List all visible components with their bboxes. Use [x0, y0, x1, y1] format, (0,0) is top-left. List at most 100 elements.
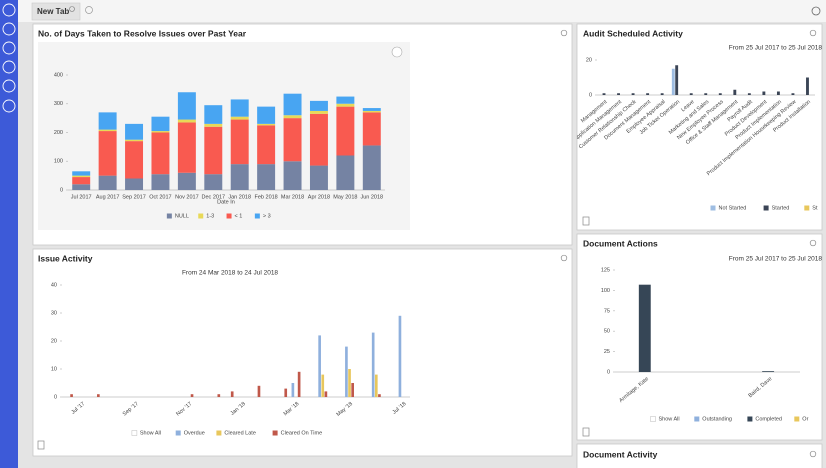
y-tick-label: 40: [51, 282, 57, 288]
settings-icon[interactable]: [809, 450, 817, 458]
panel-title: No. of Days Taken to Resolve Issues over…: [38, 28, 247, 38]
tab-bar: [18, 0, 826, 22]
x-axis-label: Date In: [217, 199, 235, 205]
nav-icon[interactable]: [2, 3, 16, 17]
bar-segment: [257, 164, 276, 190]
y-tick-label: 100: [601, 288, 610, 294]
legend-label: Not Started: [719, 205, 747, 211]
legend-label: Show All: [659, 416, 680, 422]
bar: [718, 93, 722, 95]
legend-swatch: [131, 430, 138, 436]
bar-segment: [98, 175, 117, 190]
bar: [638, 284, 651, 372]
bar: [602, 93, 606, 95]
y-tick-label: 10: [51, 366, 57, 372]
export-icon[interactable]: [37, 440, 45, 450]
user-icon[interactable]: [811, 6, 821, 16]
y-tick-label: 200: [54, 130, 63, 136]
zoom-button[interactable]: [391, 46, 403, 58]
bar-segment: [177, 172, 196, 190]
legend-label: NULL: [175, 213, 189, 219]
bar-segment: [230, 116, 249, 120]
bar: [324, 391, 328, 397]
bar-segment: [98, 129, 117, 132]
panel: [576, 233, 823, 441]
panel: [576, 443, 823, 468]
legend-label: Started: [772, 205, 790, 211]
chart-subtitle: From 25 Jul 2017 to 25 Jul 2018: [729, 45, 823, 52]
bar: [631, 93, 635, 95]
tab-close[interactable]: [69, 6, 75, 12]
bar: [791, 93, 795, 95]
tab[interactable]: [31, 2, 81, 21]
export-icon[interactable]: [582, 216, 590, 226]
bar: [217, 394, 221, 397]
y-tick-label: 300: [54, 101, 63, 107]
new-tab[interactable]: [85, 6, 93, 14]
settings-icon[interactable]: [560, 29, 568, 37]
nav-icon[interactable]: [2, 99, 16, 113]
settings-icon[interactable]: [560, 254, 568, 262]
legend-swatch: [175, 430, 181, 436]
bar-segment: [151, 174, 170, 190]
bar: [689, 93, 693, 95]
bar-segment: [362, 145, 381, 190]
bar: [704, 93, 708, 95]
bar-segment: [257, 123, 276, 126]
y-tick-label: 50: [604, 329, 610, 335]
legend-swatch: [794, 416, 800, 422]
x-tick-label: Jan 2018: [228, 194, 251, 200]
nav-icon[interactable]: [2, 22, 16, 36]
legend-swatch: [694, 416, 700, 422]
bar-segment: [336, 106, 355, 156]
tab-label[interactable]: New Tab: [37, 7, 69, 16]
settings-icon[interactable]: [809, 239, 817, 247]
nav-icon[interactable]: [2, 60, 16, 74]
bar-segment: [125, 139, 144, 142]
legend-label: Or: [802, 416, 808, 422]
y-tick-label: 75: [604, 308, 610, 314]
panel: [32, 248, 573, 457]
legend-label: Show All: [140, 430, 161, 436]
y-tick-label: 0: [60, 187, 63, 193]
panel: [576, 23, 823, 231]
bar: [371, 332, 375, 397]
legend-swatch: [747, 416, 753, 422]
y-tick-label: 125: [601, 267, 610, 273]
bar-segment: [283, 115, 302, 119]
bar: [762, 91, 766, 95]
legend-swatch: [710, 205, 716, 211]
legend-label: < 1: [235, 213, 243, 219]
export-icon[interactable]: [582, 427, 590, 437]
y-tick-label: 0: [54, 394, 57, 400]
chart-subtitle: From 24 Mar 2018 to 24 Jul 2018: [182, 270, 278, 277]
x-tick-label: Nov 2017: [175, 194, 199, 200]
bar: [374, 374, 378, 397]
y-tick-label: 25: [604, 349, 610, 355]
bar: [378, 394, 381, 397]
bar: [345, 346, 348, 397]
bar-segment: [204, 105, 223, 124]
panel-icons: [37, 29, 817, 458]
legend-swatch: [198, 213, 204, 219]
nav-icon[interactable]: [2, 79, 16, 93]
x-tick-label: Feb 2018: [255, 194, 278, 200]
bar-segment: [362, 110, 381, 113]
bar: [318, 335, 321, 397]
legend-label: > 3: [263, 213, 271, 219]
bar: [284, 388, 288, 397]
panel-title: Document Actions: [583, 238, 658, 248]
bar: [617, 93, 620, 95]
x-tick-label: May 2018: [333, 194, 357, 200]
y-tick-label: 20: [51, 338, 57, 344]
bar-segment: [336, 155, 355, 190]
legend-label: 1-3: [206, 213, 214, 219]
nav-icon[interactable]: [2, 41, 16, 55]
settings-icon[interactable]: [809, 29, 817, 37]
x-tick-label: Oct 2017: [149, 194, 171, 200]
y-tick-label: 20: [586, 57, 592, 63]
y-tick-label: 0: [589, 92, 592, 98]
bar-segment: [283, 93, 302, 116]
sidebar-icons: [2, 3, 16, 113]
y-tick-label: 30: [51, 310, 57, 316]
